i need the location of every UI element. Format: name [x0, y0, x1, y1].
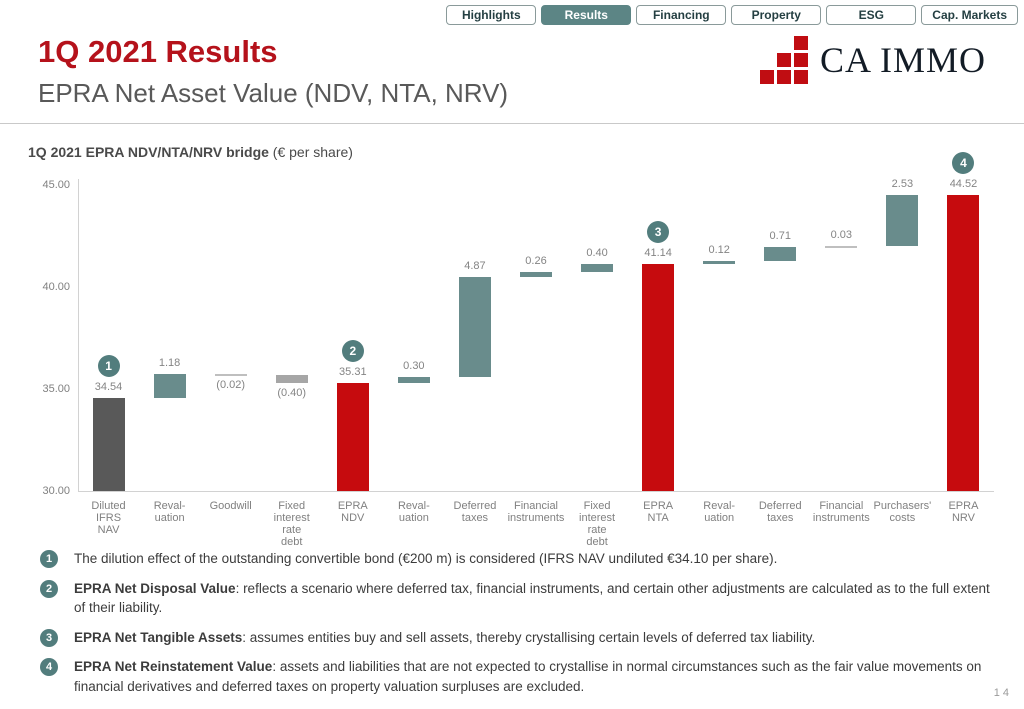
x-axis-label-diluted-ifrs-nav: Diluted IFRS NAV	[91, 500, 126, 536]
tab-highlights[interactable]: Highlights	[446, 5, 537, 25]
logo-square	[793, 53, 808, 67]
footnote-term: EPRA Net Reinstatement Value	[74, 659, 273, 675]
x-axis-label-reval-uation: Reval- uation	[703, 500, 736, 524]
x-axis-label-goodwill: Goodwill	[209, 500, 252, 512]
footnote-badge-3: 3	[40, 628, 58, 647]
footnote-text: The dilution effect of the outstanding c…	[74, 551, 778, 566]
x-axis-label-deferred-taxes: Deferred taxes	[758, 500, 802, 524]
chart: 45.00 40.00 35.00 30.00 34.54 1 Diluted IFRS N…	[0, 151, 1024, 550]
x-axis-label-fixed-interest-rate-debt: Fixed interest rate debt	[579, 500, 616, 548]
bar-value-label: 35.31	[339, 365, 367, 378]
bar-value-label: 2.53	[891, 177, 914, 190]
x-axis-label-fixed-interest-rate-debt: Fixed interest rate debt	[273, 500, 310, 548]
x-axis-label-epra-ndv: EPRA NDV	[337, 500, 368, 524]
footnote-1: 1 The dilution effect of the outstanding …	[40, 549, 998, 569]
x-axis-label-financial-instruments: Financial instruments	[812, 500, 870, 524]
footnote-badge-2: 2	[40, 579, 58, 598]
bar-value-label: 34.54	[94, 381, 123, 394]
footnote-term: EPRA Net Tangible Assets	[74, 629, 243, 645]
logo-square	[793, 36, 808, 50]
page-title: 1Q 2021 Results	[38, 34, 278, 69]
tab-results[interactable]: Results	[541, 5, 632, 25]
x-axis-label-deferred-taxes: Deferred taxes	[453, 500, 497, 524]
header-divider	[0, 123, 1024, 124]
logo-square-empty	[777, 36, 791, 50]
footnote-text: EPRA Net Tangible Assets: assumes entiti…	[74, 629, 816, 645]
bar-purchasers-costs	[886, 194, 919, 247]
x-axis-label-reval-uation: Reval- uation	[153, 500, 186, 524]
bar-value-label: (0.02)	[216, 378, 246, 391]
logo-square	[776, 70, 791, 84]
bar-goodwill	[214, 374, 247, 376]
page-number: 14	[993, 687, 1012, 699]
nav-tabs: Highlights Results Financing Property ESG Cap…	[446, 5, 1018, 25]
logo-square-empty	[760, 53, 774, 67]
x-axis-label-epra-nrv: EPRA NRV	[948, 500, 979, 524]
bar-deferred-taxes	[458, 277, 491, 377]
x-axis-label-financial-instruments: Financial instruments	[507, 500, 565, 524]
bar-value-label: 41.14	[644, 246, 672, 259]
bar-reval-uation	[397, 376, 430, 383]
bar-value-label: 44.52	[949, 177, 978, 190]
bar-value-label: 0.71	[769, 229, 791, 242]
bar-value-label: 0.40	[586, 246, 608, 259]
y-axis-tick-label: 45.00	[42, 179, 70, 191]
x-axis-line	[78, 491, 994, 492]
x-axis-label-reval-uation: Reval- uation	[397, 500, 430, 524]
chart-title-bold: 1Q 2021 EPRA NDV/NTA/NRV bridge	[28, 144, 269, 160]
bar-value-label: 0.26	[525, 254, 547, 267]
bar-value-label: 0.12	[708, 244, 730, 257]
logo-square	[759, 70, 774, 84]
company-logo: CA IMMO	[759, 36, 986, 84]
y-axis-tick-label: 40.00	[42, 281, 70, 293]
y-axis-tick-label: 30.00	[42, 485, 70, 497]
step-badge-2: 2	[341, 339, 364, 362]
bar-value-label: 0.03	[830, 229, 853, 242]
chart-title-unit: (€ per share)	[268, 144, 353, 160]
bar-value-label: 4.87	[464, 260, 486, 273]
bar-epra-nrv	[947, 194, 980, 491]
logo-square-empty	[760, 36, 774, 50]
bar-value-label: 0.30	[403, 359, 425, 372]
footnote-term: EPRA Net Disposal Value	[74, 580, 236, 596]
step-badge-4: 4	[952, 151, 975, 174]
bar-deferred-taxes	[764, 246, 797, 262]
footnote-2: 2 EPRA Net Disposal Value: reflects a sce…	[40, 579, 998, 618]
footnote-badge-1: 1	[40, 550, 58, 568]
footnotes: 1 The dilution effect of the outstanding …	[40, 549, 998, 706]
step-badge-3: 3	[647, 220, 670, 243]
footnote-text: EPRA Net Reinstatement Value: assets and…	[74, 659, 982, 694]
bar-value-label: (0.40)	[277, 386, 307, 399]
bar-fixed-interest-rate-debt	[581, 263, 614, 272]
bar-epra-nta	[642, 263, 675, 491]
bar-epra-ndv	[336, 382, 369, 491]
step-badge-1: 1	[97, 355, 120, 378]
tab-cap-markets[interactable]: Cap. Markets	[921, 5, 1018, 25]
footnote-badge-4: 4	[40, 658, 58, 677]
page-subtitle: EPRA Net Asset Value (NDV, NTA, NRV)	[38, 78, 509, 108]
bar-reval-uation	[153, 374, 186, 399]
y-axis-line	[78, 179, 79, 491]
tab-property[interactable]: Property	[731, 5, 822, 25]
footnote-3: 3 EPRA Net Tangible Assets: assumes entit…	[40, 628, 998, 648]
logo-squares-icon	[759, 36, 808, 84]
x-axis-label-epra-nta: EPRA NTA	[643, 500, 674, 524]
logo-square	[776, 53, 791, 67]
logo-square	[793, 70, 808, 84]
tab-esg[interactable]: ESG	[826, 5, 917, 25]
bar-diluted-ifrs-nav	[92, 398, 125, 491]
bar-reval-uation	[703, 261, 736, 264]
bar-fixed-interest-rate-debt	[275, 374, 308, 383]
bar-value-label: 1.18	[158, 357, 181, 370]
tab-financing[interactable]: Financing	[636, 5, 727, 25]
bar-financial-instruments	[520, 271, 552, 278]
logo-text: CA IMMO	[819, 40, 986, 80]
chart-title: 1Q 2021 EPRA NDV/NTA/NRV bridge (€ per s…	[28, 144, 353, 160]
bar-financial-instruments	[825, 246, 858, 248]
y-axis-tick-label: 35.00	[42, 383, 70, 395]
footnote-text: EPRA Net Disposal Value: reflects a scen…	[74, 580, 990, 616]
footnote-4: 4 EPRA Net Reinstatement Value: assets an…	[40, 657, 998, 696]
x-axis-label-purchasers-costs: Purchasers' costs	[873, 500, 932, 524]
